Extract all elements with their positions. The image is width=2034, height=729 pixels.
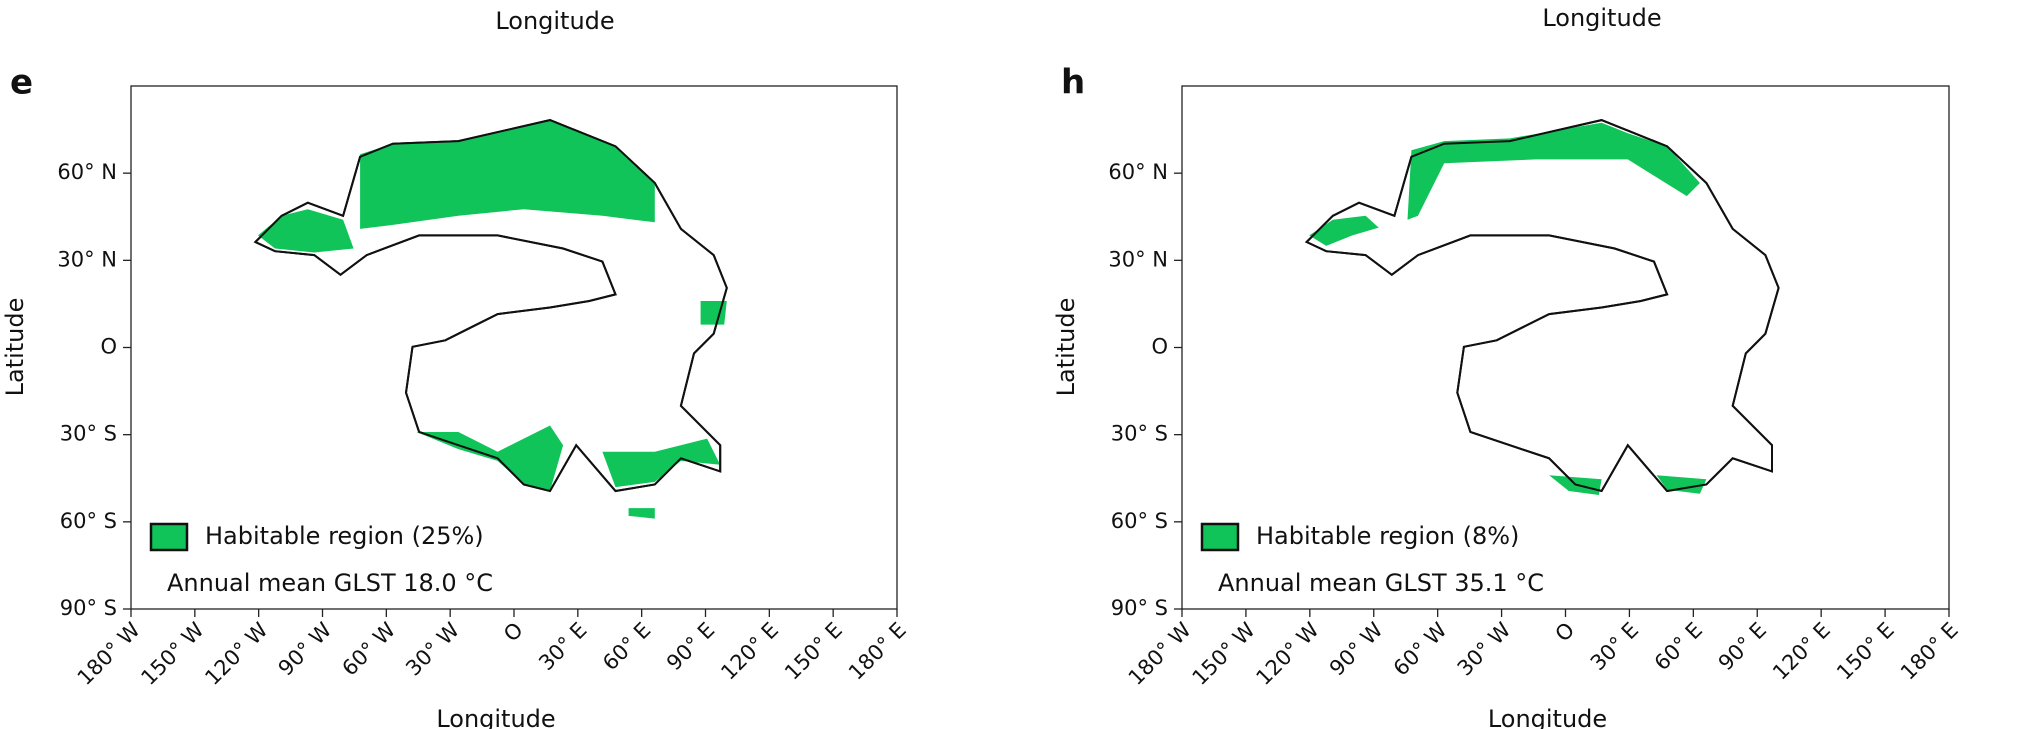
x-tick-label: 30° W [1453, 618, 1516, 681]
y-tick-label: 60° S [60, 509, 117, 533]
x-tick-label: 60° W [1389, 618, 1452, 681]
continent-outline [1304, 119, 1780, 493]
x-tick-label: 90° W [274, 618, 337, 681]
x-tick-label: 120° E [1768, 618, 1835, 685]
x-tick-label: 180° W [73, 618, 145, 690]
top-label: Longitude [495, 7, 614, 35]
x-tick-label: 180° E [1896, 618, 1963, 685]
annotation: Annual mean GLST 18.0 °C [167, 569, 493, 597]
y-tick-label: O [100, 335, 117, 359]
habitable-region [628, 508, 655, 519]
top-label: Longitude [1542, 4, 1661, 32]
x-axis-label: Longitude [436, 705, 555, 729]
x-tick-label: 60° E [1650, 618, 1707, 675]
x-tick-label: 120° E [716, 618, 783, 685]
y-tick-label: 30° N [1108, 247, 1168, 271]
y-tick-label: 30° N [57, 247, 117, 271]
y-tick-label: 30° S [1111, 422, 1168, 446]
continent [1304, 119, 1780, 493]
habitable-region [602, 438, 721, 488]
x-axis-label: Longitude [1488, 705, 1607, 729]
y-axis-label: Latitude [1052, 298, 1080, 397]
habitable-region [1656, 475, 1707, 494]
habitable-region [1309, 215, 1379, 246]
legend-swatch [1200, 522, 1240, 552]
habitable-region [258, 209, 354, 253]
legend-label: Habitable region (25%) [205, 522, 484, 550]
habitable-region [360, 120, 655, 229]
x-tick-label: 150° E [780, 618, 847, 685]
legend-label: Habitable region (8%) [1256, 522, 1519, 550]
x-tick-label: 90° W [1325, 618, 1388, 681]
y-tick-label: O [1151, 335, 1168, 359]
continent-outline [253, 119, 728, 493]
x-tick-label: 180° W [1124, 618, 1196, 690]
x-tick-label: 120° W [1251, 618, 1323, 690]
y-axis-label: Latitude [1, 298, 29, 397]
panel-letter: h [1061, 63, 1085, 103]
y-tick-label: 60° S [1111, 509, 1168, 533]
habitable-region [700, 301, 727, 325]
x-tick-label: O [1551, 618, 1580, 647]
x-tick-label: O [499, 618, 528, 647]
panel-letter: e [10, 63, 33, 103]
x-tick-label: 90° E [662, 618, 719, 675]
y-tick-label: 30° S [60, 422, 117, 446]
x-tick-label: 30° W [401, 618, 464, 681]
y-tick-label: 90° S [60, 596, 117, 620]
x-tick-label: 150° W [136, 618, 208, 690]
x-tick-label: 60° E [598, 618, 655, 675]
x-tick-label: 90° E [1714, 618, 1771, 675]
annotation: Annual mean GLST 35.1 °C [1218, 569, 1544, 597]
x-tick-label: 30° E [1586, 618, 1643, 675]
habitable-region [416, 425, 564, 491]
y-tick-label: 60° N [1108, 160, 1168, 184]
y-tick-label: 60° N [57, 160, 117, 184]
x-tick-label: 30° E [534, 618, 591, 675]
legend-swatch [149, 522, 189, 552]
y-tick-label: 90° S [1111, 596, 1168, 620]
habitable-region [1407, 122, 1700, 220]
x-tick-label: 120° W [200, 618, 272, 690]
x-tick-label: 150° W [1188, 618, 1260, 690]
x-tick-label: 180° E [844, 618, 911, 685]
x-tick-label: 60° W [337, 618, 400, 681]
x-tick-label: 150° E [1832, 618, 1899, 685]
